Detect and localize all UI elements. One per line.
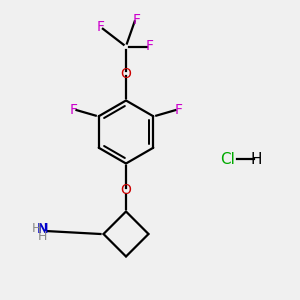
Text: F: F bbox=[175, 103, 182, 116]
Text: O: O bbox=[121, 67, 131, 80]
Text: H: H bbox=[38, 230, 47, 243]
Text: H: H bbox=[251, 152, 262, 166]
Text: O: O bbox=[121, 184, 131, 197]
Text: Cl: Cl bbox=[220, 152, 236, 166]
Text: F: F bbox=[70, 103, 77, 116]
Text: F: F bbox=[97, 20, 104, 34]
Text: F: F bbox=[146, 40, 154, 53]
Text: N: N bbox=[37, 222, 48, 236]
Text: H: H bbox=[31, 222, 41, 236]
Text: F: F bbox=[133, 13, 140, 26]
